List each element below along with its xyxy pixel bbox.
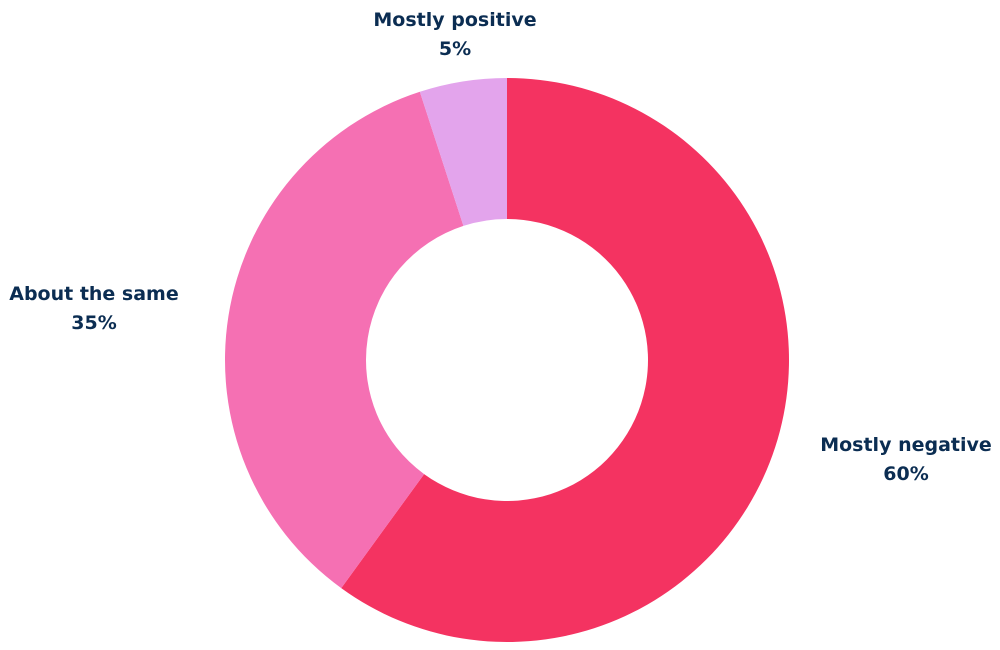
slice-label-mostly-negative: Mostly negative 60%	[806, 431, 1000, 489]
slice-label-mostly-negative-value: 60%	[883, 463, 929, 485]
slice-label-mostly-positive-value: 5%	[438, 38, 472, 60]
slice-label-about-the-same-name: About the same	[9, 283, 179, 305]
slice-label-mostly-positive-name: Mostly positive	[373, 9, 537, 31]
slice-label-about-the-same-value: 35%	[71, 312, 117, 334]
slice-label-mostly-negative-name: Mostly negative	[820, 434, 992, 456]
slice-label-mostly-positive: Mostly positive 5%	[355, 6, 555, 64]
donut-slice-mostly-negative	[341, 78, 789, 642]
donut-slice-about-the-same	[224, 91, 464, 589]
donut-slice-mostly-positive	[419, 78, 507, 226]
slice-label-about-the-same: About the same 35%	[0, 280, 194, 338]
